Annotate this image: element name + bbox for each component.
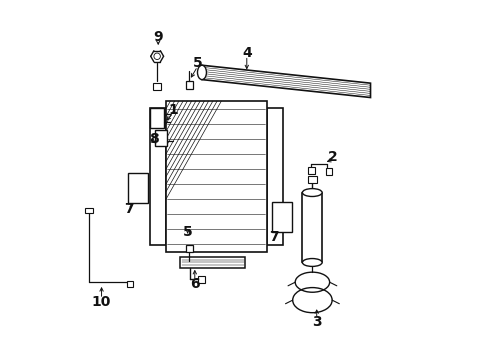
Bar: [326, 168, 332, 175]
Circle shape: [154, 53, 160, 59]
Polygon shape: [202, 65, 370, 98]
Ellipse shape: [197, 65, 206, 80]
Text: 7: 7: [123, 202, 133, 216]
Bar: [186, 81, 193, 89]
Bar: [150, 108, 164, 128]
Polygon shape: [180, 257, 245, 268]
Text: 9: 9: [153, 30, 163, 44]
Bar: [126, 281, 133, 287]
Ellipse shape: [302, 258, 322, 266]
Bar: [267, 108, 283, 244]
Text: 5: 5: [183, 225, 193, 239]
Bar: [153, 83, 161, 90]
Text: 1: 1: [169, 103, 178, 117]
Bar: [128, 173, 148, 203]
Bar: [302, 193, 322, 262]
Bar: [150, 108, 166, 244]
Text: 8: 8: [148, 132, 158, 146]
Bar: [166, 101, 267, 252]
Bar: [272, 202, 292, 232]
Bar: [198, 276, 205, 283]
Bar: [308, 176, 317, 183]
Text: 2: 2: [328, 150, 338, 164]
Text: 4: 4: [242, 46, 252, 60]
Ellipse shape: [302, 189, 322, 197]
Text: 10: 10: [92, 295, 111, 309]
Text: 3: 3: [312, 315, 321, 329]
Bar: [155, 130, 167, 146]
Text: 7: 7: [269, 230, 278, 244]
Text: 6: 6: [190, 277, 199, 291]
Bar: [85, 208, 93, 213]
Text: 5: 5: [193, 57, 202, 71]
Bar: [186, 245, 193, 252]
Bar: [309, 167, 315, 174]
